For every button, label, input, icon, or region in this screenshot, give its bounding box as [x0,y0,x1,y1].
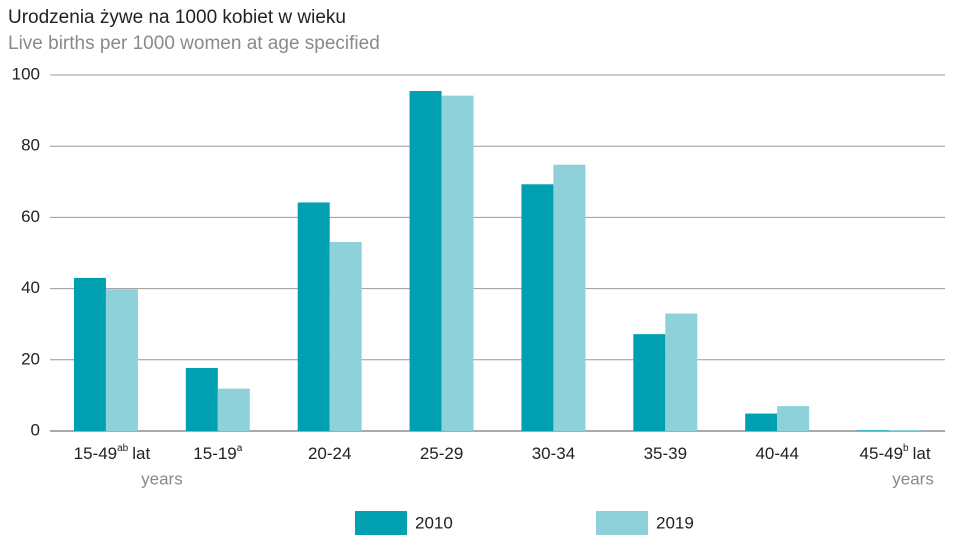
y-tick-label: 80 [21,136,40,155]
x-tick-label: 25-29 [420,444,463,463]
bar [633,334,666,431]
category: 15-49 [74,444,117,463]
bar [329,241,362,431]
y-tick-label: 40 [21,278,40,297]
y-tick-label: 100 [12,64,40,83]
chart-subtitle: Live births per 1000 women at age specif… [8,33,380,54]
category: 25-29 [420,444,463,463]
bar [217,388,250,431]
x-tick-label: 20-24 [308,444,351,463]
category: 40-44 [755,444,798,463]
legend-label: 2019 [656,513,694,532]
bar [441,95,474,431]
bar [73,277,106,431]
x-tick-label: 40-44 [755,444,798,463]
x-tick-label: 30-34 [532,444,575,463]
category: 30-34 [532,444,575,463]
unit-label: lat [132,444,150,463]
y-tick-label: 20 [21,349,40,368]
chart-title: Urodzenia żywe na 1000 kobiet w wieku [8,7,346,28]
unit-label: lat [913,444,931,463]
bar [521,184,554,431]
superscript: b [903,443,909,454]
x-tick-label: 35-39 [644,444,687,463]
bar [857,430,890,431]
legend-swatch [596,511,648,535]
superscript: a [237,443,243,454]
bar [889,429,922,431]
unit-label: years [892,469,934,488]
bar [665,313,698,431]
legend-swatch [355,511,407,535]
category: 35-39 [644,444,687,463]
superscript: ab [117,443,129,454]
x-tick-label: 15-19a [193,443,242,464]
unit-label: years [141,469,183,488]
bar [297,202,330,431]
x-tick-label: 45-49b lat [860,443,931,464]
legend-label: 2010 [415,513,453,532]
category: 45-49 [860,444,903,463]
bar [409,91,442,432]
y-tick-label: 60 [21,207,40,226]
x-tick-label: 15-49ab lat [74,443,151,464]
category: 15-19 [193,444,236,463]
bar [553,164,586,431]
bar [745,413,778,431]
y-tick-label: 0 [31,420,40,439]
bar [185,367,218,431]
bar [105,289,138,431]
category: 20-24 [308,444,351,463]
bar [777,406,810,431]
